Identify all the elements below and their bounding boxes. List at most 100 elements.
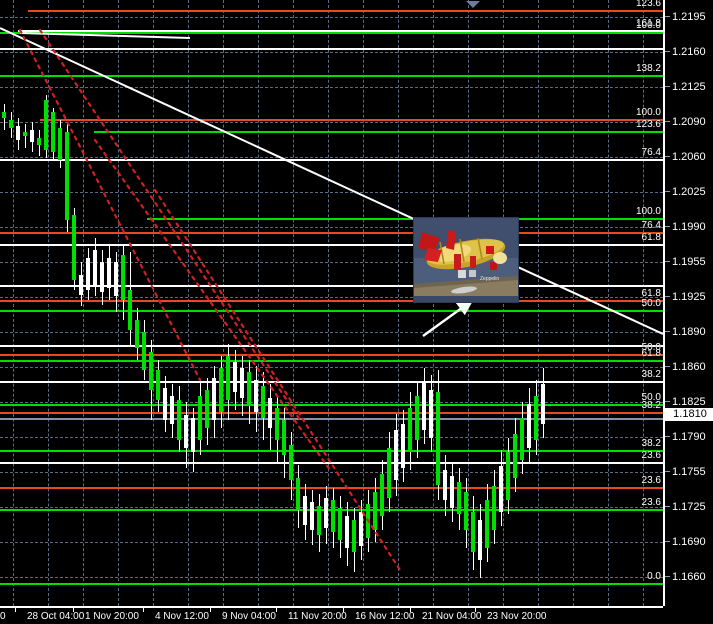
price-tick-dash bbox=[665, 191, 670, 192]
candle-body bbox=[142, 332, 146, 370]
zeppelin-render-image[interactable]: Zeppelin bbox=[413, 217, 519, 303]
gridline-vertical bbox=[608, 0, 609, 606]
fib-level-line[interactable] bbox=[0, 232, 663, 234]
candle-body bbox=[44, 100, 48, 150]
fib-level-line[interactable] bbox=[0, 360, 663, 362]
candle-body bbox=[485, 500, 489, 548]
price-axis[interactable]: 1.2195 1.2160 1.2125 1.2090 1.2060 1.2025 1.19… bbox=[663, 0, 713, 618]
candle-body bbox=[317, 506, 321, 535]
price-tick: 1.2125 bbox=[665, 81, 713, 93]
gridline-vertical bbox=[48, 0, 49, 606]
fib-level-line[interactable] bbox=[40, 119, 663, 121]
time-tick-label: 4 Nov 12:00 bbox=[155, 611, 209, 622]
candle-body bbox=[366, 504, 370, 538]
time-tick-separator bbox=[210, 608, 211, 612]
candle-body bbox=[261, 386, 265, 418]
candle-body bbox=[387, 448, 391, 498]
price-tick-label: 1.1690 bbox=[672, 536, 706, 548]
candle-body bbox=[198, 396, 202, 440]
candle-body bbox=[408, 408, 412, 452]
fib-level-line[interactable] bbox=[0, 159, 663, 161]
fib-level-line[interactable] bbox=[0, 244, 663, 246]
fib-level-label: 50.0 bbox=[641, 342, 661, 353]
level-line[interactable] bbox=[0, 345, 663, 347]
candle-body bbox=[282, 420, 286, 455]
fib-level-line[interactable] bbox=[0, 404, 663, 406]
price-tick-dash bbox=[665, 506, 670, 507]
price-tick: 1.1925 bbox=[665, 291, 713, 303]
candle-body bbox=[338, 508, 342, 540]
candle-body bbox=[2, 112, 6, 118]
candle-body bbox=[324, 498, 328, 528]
price-tick: 1.1725 bbox=[665, 501, 713, 513]
fib-level-line[interactable] bbox=[0, 300, 663, 302]
price-tick-label: 1.1790 bbox=[672, 431, 706, 443]
candle-body bbox=[163, 388, 167, 420]
candle-body bbox=[443, 470, 447, 500]
time-tick-label-partial: 0 bbox=[0, 611, 6, 622]
fib-level-line[interactable] bbox=[0, 32, 663, 34]
price-tick-dash bbox=[665, 331, 670, 332]
fib-level-line[interactable] bbox=[147, 218, 663, 220]
fib-level-line[interactable] bbox=[0, 583, 663, 585]
fib-level-line[interactable] bbox=[0, 354, 663, 356]
price-tick: 1.2025 bbox=[665, 186, 713, 198]
time-tick-label: 1 Nov 20:00 bbox=[85, 611, 139, 622]
candle-wick bbox=[25, 124, 26, 148]
time-tick-separator bbox=[475, 608, 476, 612]
price-tick-label: 1.2195 bbox=[672, 11, 706, 23]
fib-level-label: 100.0 bbox=[635, 20, 661, 31]
fib-level-label: 161.8 bbox=[635, 18, 661, 29]
candle-body bbox=[254, 380, 258, 412]
fib-level-line[interactable] bbox=[0, 487, 663, 489]
crosshair-cursor-marker bbox=[466, 1, 480, 8]
candle-body bbox=[380, 474, 384, 516]
candle-body bbox=[37, 138, 41, 145]
fib-level-line[interactable] bbox=[0, 462, 663, 464]
candle-body bbox=[16, 126, 20, 140]
candle-body bbox=[226, 356, 230, 400]
candle-body bbox=[65, 132, 69, 220]
level-line[interactable] bbox=[0, 418, 663, 420]
candle-body bbox=[296, 478, 300, 510]
fib-level-line[interactable] bbox=[0, 412, 663, 414]
fib-fan-line[interactable] bbox=[18, 28, 202, 382]
fib-level-line[interactable] bbox=[0, 75, 663, 77]
level-line[interactable] bbox=[0, 48, 663, 50]
price-tick: 1.1660 bbox=[665, 571, 713, 583]
fib-level-line[interactable] bbox=[0, 381, 663, 383]
time-tick-label: 16 Nov 12:00 bbox=[355, 611, 415, 622]
candle-body bbox=[415, 396, 419, 440]
candle-body bbox=[58, 128, 62, 160]
price-tick-label: 1.1725 bbox=[672, 501, 706, 513]
chart-plot-area[interactable]: 123.6 100.0 161.8 138.2 100.0 123.6 76.4 100.0 7… bbox=[0, 0, 663, 606]
fib-level-line[interactable] bbox=[0, 450, 663, 452]
candle-body bbox=[527, 404, 531, 448]
time-axis[interactable]: 28 Oct 04:00 1 Nov 20:00 4 Nov 12:00 9 Nov … bbox=[0, 606, 713, 624]
fib-fan-line[interactable] bbox=[153, 188, 402, 572]
current-price-label: 1.1810 bbox=[665, 408, 713, 421]
price-tick: 1.1690 bbox=[665, 536, 713, 548]
fib-level-line[interactable] bbox=[28, 10, 663, 12]
candle-body bbox=[492, 486, 496, 530]
annotation-arrow-group bbox=[422, 299, 474, 337]
price-tick-dash bbox=[665, 366, 670, 367]
fib-level-line[interactable] bbox=[18, 30, 663, 32]
price-tick-dash bbox=[665, 576, 670, 577]
candle-body bbox=[184, 415, 188, 448]
candle-body bbox=[401, 424, 405, 468]
price-tick-dash bbox=[665, 261, 670, 262]
fib-level-label: 0.0 bbox=[647, 571, 661, 582]
price-tick-label: 1.1990 bbox=[672, 221, 706, 233]
candle-body bbox=[177, 400, 181, 440]
price-tick: 1.2160 bbox=[665, 46, 713, 58]
fib-level-line[interactable] bbox=[0, 310, 663, 312]
gridline-vertical bbox=[118, 0, 119, 606]
price-tick-label: 1.1825 bbox=[672, 396, 706, 408]
candle-body bbox=[191, 418, 195, 452]
fib-level-line[interactable] bbox=[94, 131, 663, 133]
price-tick-dash bbox=[665, 436, 670, 437]
gridline-horizontal bbox=[0, 87, 663, 88]
price-tick-label: 1.1925 bbox=[672, 291, 706, 303]
price-tick-label: 1.2125 bbox=[672, 81, 706, 93]
